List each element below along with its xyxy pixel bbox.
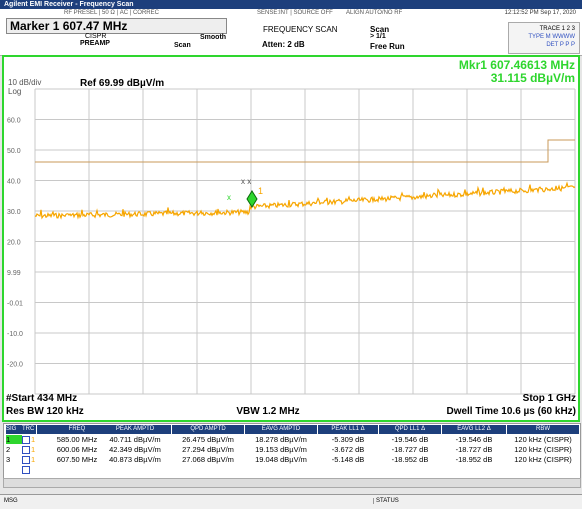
header-cell: QPD AMPTD <box>172 425 244 434</box>
cispr: CISPR <box>85 33 107 40</box>
peak-mark: x <box>227 193 231 202</box>
cell: -18.727 dB <box>455 445 493 454</box>
cell: -18.952 dB <box>455 455 493 464</box>
type-line: TYPE M WWWW <box>528 34 575 40</box>
stop: Stop 1 GHz <box>523 393 576 404</box>
cell: -3.672 dB <box>331 445 365 454</box>
header-cell: PEAK LL1 Δ <box>318 425 378 434</box>
header-cell: TRC <box>22 425 36 434</box>
cell: 1 <box>31 435 36 444</box>
cell: -18.727 dB <box>391 445 429 454</box>
y-label: 20.0 <box>7 240 21 247</box>
cell: 607.50 MHz <box>56 455 98 464</box>
atten: Atten: 2 dB <box>262 40 305 49</box>
det-line: DET P P P <box>546 42 575 48</box>
y-label: -10.0 <box>7 331 23 338</box>
y-label: 30.0 <box>7 209 21 216</box>
cell: 3 <box>6 455 11 464</box>
cell: 42.349 dBµV/m <box>109 445 161 454</box>
status-left: RF PRESEL | 50 Ω | AC | CORREC <box>64 10 159 16</box>
start: #Start 434 MHz <box>6 393 77 404</box>
log: Log <box>8 87 21 96</box>
status-mid: SENSE:INT | SOURCE OFF <box>257 10 333 16</box>
status-bar <box>0 494 582 509</box>
checkbox <box>22 466 30 474</box>
trace-line: TRACE 1 2 3 <box>539 26 575 32</box>
count: > 1/1 <box>370 33 386 40</box>
scrollbar[interactable] <box>3 478 581 488</box>
dwell: Dwell Time 10.6 µs (60 kHz) <box>446 406 576 417</box>
graticule <box>34 88 576 395</box>
cell: -19.546 dB <box>455 435 493 444</box>
datetime: 12:12:52 PM Sep 17, 2020 <box>504 10 576 16</box>
title-bar: Agilent EMI Receiver - Frequency Scan <box>0 0 582 9</box>
cell: 1 <box>31 445 36 454</box>
marker-box: Marker 1 607.47 MHz <box>6 18 227 34</box>
header-cell: RBW <box>507 425 579 434</box>
cell: 600.06 MHz <box>56 445 98 454</box>
checkbox <box>22 446 30 454</box>
checkbox <box>22 436 30 444</box>
y-label: 60.0 <box>7 118 21 125</box>
trace-box: TRACE 1 2 3 TYPE M WWWW DET P P P <box>508 22 580 54</box>
smooth: Smooth <box>200 34 227 41</box>
header-cell: EAVG LL2 Δ <box>442 425 506 434</box>
trace <box>34 181 576 220</box>
scan-label: Scan <box>174 42 191 49</box>
y-label: 40.0 <box>7 179 21 186</box>
cell: 120 kHz (CISPR) <box>514 435 572 444</box>
cell: 26.475 dBµV/m <box>182 435 234 444</box>
cell: 585.00 MHz <box>56 435 98 444</box>
header-cell: SIG <box>6 425 22 434</box>
status: STATUS <box>373 498 399 504</box>
cell: 120 kHz (CISPR) <box>514 445 572 454</box>
cell: 18.278 dBµV/m <box>255 435 307 444</box>
header-cell: PEAK AMPTD <box>99 425 171 434</box>
cell: 19.048 dBµV/m <box>255 455 307 464</box>
cell: 120 kHz (CISPR) <box>514 455 572 464</box>
msg: MSG <box>4 498 18 504</box>
rbw: Res BW 120 kHz <box>6 406 84 417</box>
marker-table: SIG TRC FREQ PEAK AMPTD QPD AMPTD EAVG AMPTD P… <box>3 423 581 479</box>
cell: -5.148 dB <box>331 455 365 464</box>
cell: 19.153 dBµV/m <box>255 445 307 454</box>
plot: Mkr1 607.46613 MHz 31.115 dBµV/m 10 dB/d… <box>2 55 580 422</box>
preamp: PREAMP <box>80 40 110 47</box>
cell: 27.068 dBµV/m <box>182 455 234 464</box>
scan: Scan <box>370 25 390 34</box>
scale: 10 dB/div <box>8 78 41 87</box>
cell: 2 <box>6 445 11 454</box>
y-label: 9.99 <box>7 270 21 277</box>
cell: 40.873 dBµV/m <box>109 455 161 464</box>
cell: 40.711 dBµV/m <box>109 435 161 444</box>
y-label: -0.01 <box>7 301 23 308</box>
cell: 1 <box>31 455 36 464</box>
run: Free Run <box>370 42 405 51</box>
header-cell: FREQ <box>37 425 117 434</box>
cell: -5.309 dB <box>331 435 365 444</box>
y-label: -20.0 <box>7 362 23 369</box>
marker-number: 1 <box>258 186 263 196</box>
header-cell: QPD LL1 Δ <box>379 425 441 434</box>
limit-line <box>35 139 575 163</box>
ref-level: Ref 69.99 dBµV/m <box>80 78 164 89</box>
marker-diamond <box>246 190 258 208</box>
marker-amp: 31.115 dBµV/m <box>491 71 575 85</box>
cell: -18.952 dB <box>391 455 429 464</box>
cell: -19.546 dB <box>391 435 429 444</box>
y-label: 50.0 <box>7 148 21 155</box>
status-align: ALIGN AUTO/NO RF <box>346 10 403 16</box>
checkbox <box>22 456 30 464</box>
mode: FREQUENCY SCAN <box>263 25 338 34</box>
plot-frame <box>2 55 580 422</box>
header-cell: EAVG AMPTD <box>245 425 317 434</box>
cell: 1 <box>6 435 22 444</box>
cell: 27.294 dBµV/m <box>182 445 234 454</box>
peak-marks: x x <box>241 177 251 186</box>
vbw: VBW 1.2 MHz <box>236 406 299 417</box>
marker-freq: Mkr1 607.46613 MHz <box>459 58 575 72</box>
